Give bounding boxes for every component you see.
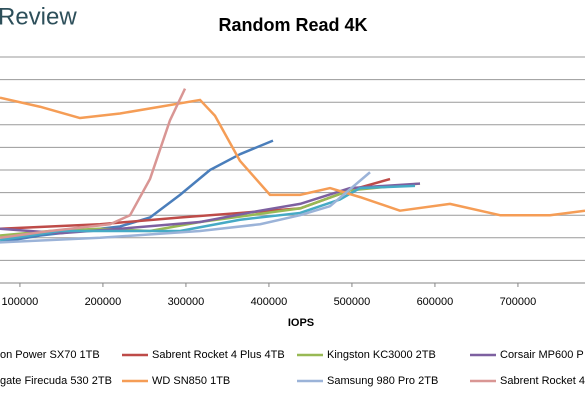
x-tick-label: 600000 (417, 296, 454, 308)
x-tick-label: 300000 (168, 296, 205, 308)
x-tick-label: 400000 (251, 296, 288, 308)
legend-label: Sabrent Rocket 4 Plus 4TB (152, 349, 285, 361)
series-line (0, 184, 416, 242)
series-line (0, 139, 274, 244)
x-tick-label: 700000 (500, 296, 537, 308)
series-line (0, 182, 421, 237)
x-tick-label: 500000 (334, 296, 371, 308)
x-tick-label: 100000 (2, 296, 39, 308)
legend-label: on Power SX70 1TB (0, 349, 100, 361)
legend-label: Sabrent Rocket 4 (500, 375, 585, 387)
series-line (0, 96, 585, 217)
x-axis-label: IOPS (288, 317, 314, 329)
series-line (0, 171, 371, 244)
x-tick-label: 200000 (85, 296, 122, 308)
brand: Review (0, 3, 77, 30)
legend-label: WD SN850 1TB (152, 375, 230, 387)
legend-label: Samsung 980 Pro 2TB (327, 375, 438, 387)
legend-label: gate Firecuda 530 2TB (0, 375, 112, 387)
series-line (0, 88, 187, 240)
legend-label: Corsair MP600 P (500, 349, 584, 361)
legend-label: Kingston KC3000 2TB (327, 349, 436, 361)
chart-title: Random Read 4K (218, 15, 367, 35)
